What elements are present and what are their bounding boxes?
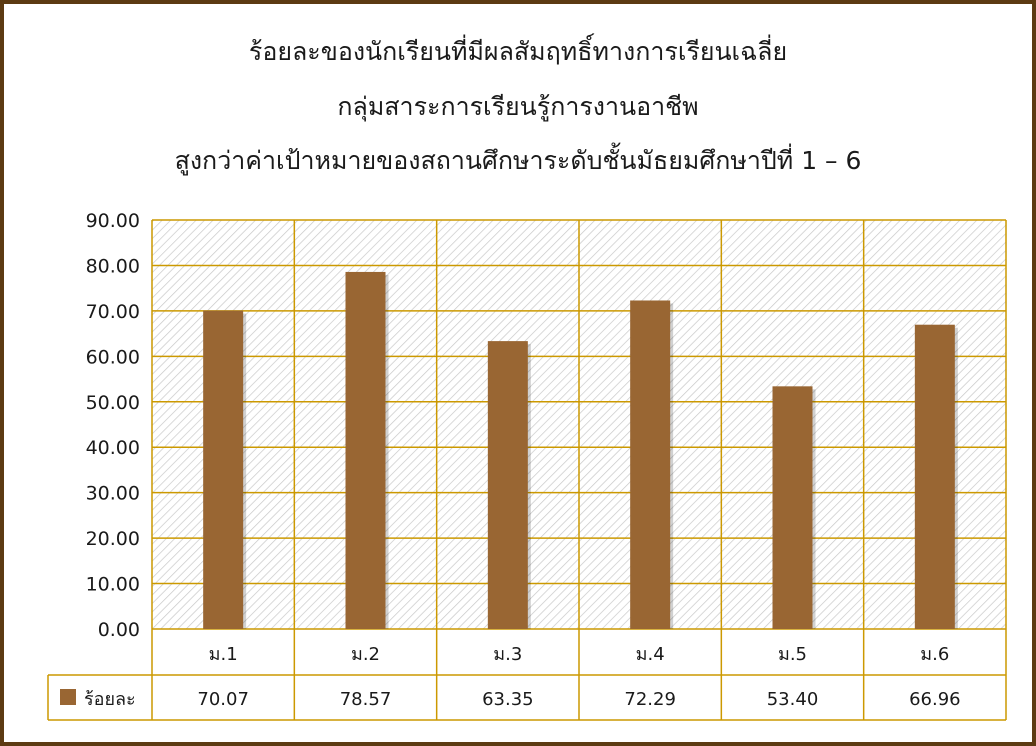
category-label: ม.1 [209, 644, 238, 665]
legend-swatch [60, 689, 76, 705]
y-tick-label: 70.00 [86, 301, 140, 323]
data-value-label: 63.35 [482, 689, 534, 710]
legend-label: ร้อยละ [84, 689, 136, 710]
y-tick-label: 90.00 [86, 210, 140, 232]
bar [630, 300, 671, 629]
data-value-label: 70.07 [197, 689, 249, 710]
category-label: ม.2 [351, 644, 380, 665]
chart-title-line-2: กลุ่มสาระการเรียนรู้การงานอาชีพ [337, 92, 699, 121]
data-value-label: 53.40 [767, 689, 819, 710]
y-tick-label: 60.00 [86, 346, 140, 368]
y-tick-label: 0.00 [98, 619, 140, 641]
bar [487, 341, 528, 629]
data-value-label: 72.29 [624, 689, 676, 710]
bar [914, 324, 955, 629]
category-label: ม.6 [920, 644, 949, 665]
y-tick-label: 80.00 [86, 255, 140, 277]
data-value-label: 78.57 [340, 689, 392, 710]
chart-title-line-3: สูงกว่าค่าเป้าหมายของสถานศึกษาระดับชั้นม… [174, 146, 862, 175]
category-label: ม.3 [493, 644, 522, 665]
y-tick-label: 50.00 [86, 392, 140, 414]
bar [772, 386, 813, 629]
bar [345, 271, 386, 629]
category-label: ม.4 [636, 644, 665, 665]
y-tick-label: 20.00 [86, 528, 140, 550]
y-tick-label: 30.00 [86, 483, 140, 505]
category-label: ม.5 [778, 644, 807, 665]
bar [203, 310, 244, 629]
data-value-label: 66.96 [909, 689, 961, 710]
chart-title-line-1: ร้อยละของนักเรียนที่มีผลสัมฤทธิ์ทางการเร… [248, 37, 788, 66]
y-tick-label: 40.00 [86, 437, 140, 459]
y-tick-label: 10.00 [86, 574, 140, 596]
